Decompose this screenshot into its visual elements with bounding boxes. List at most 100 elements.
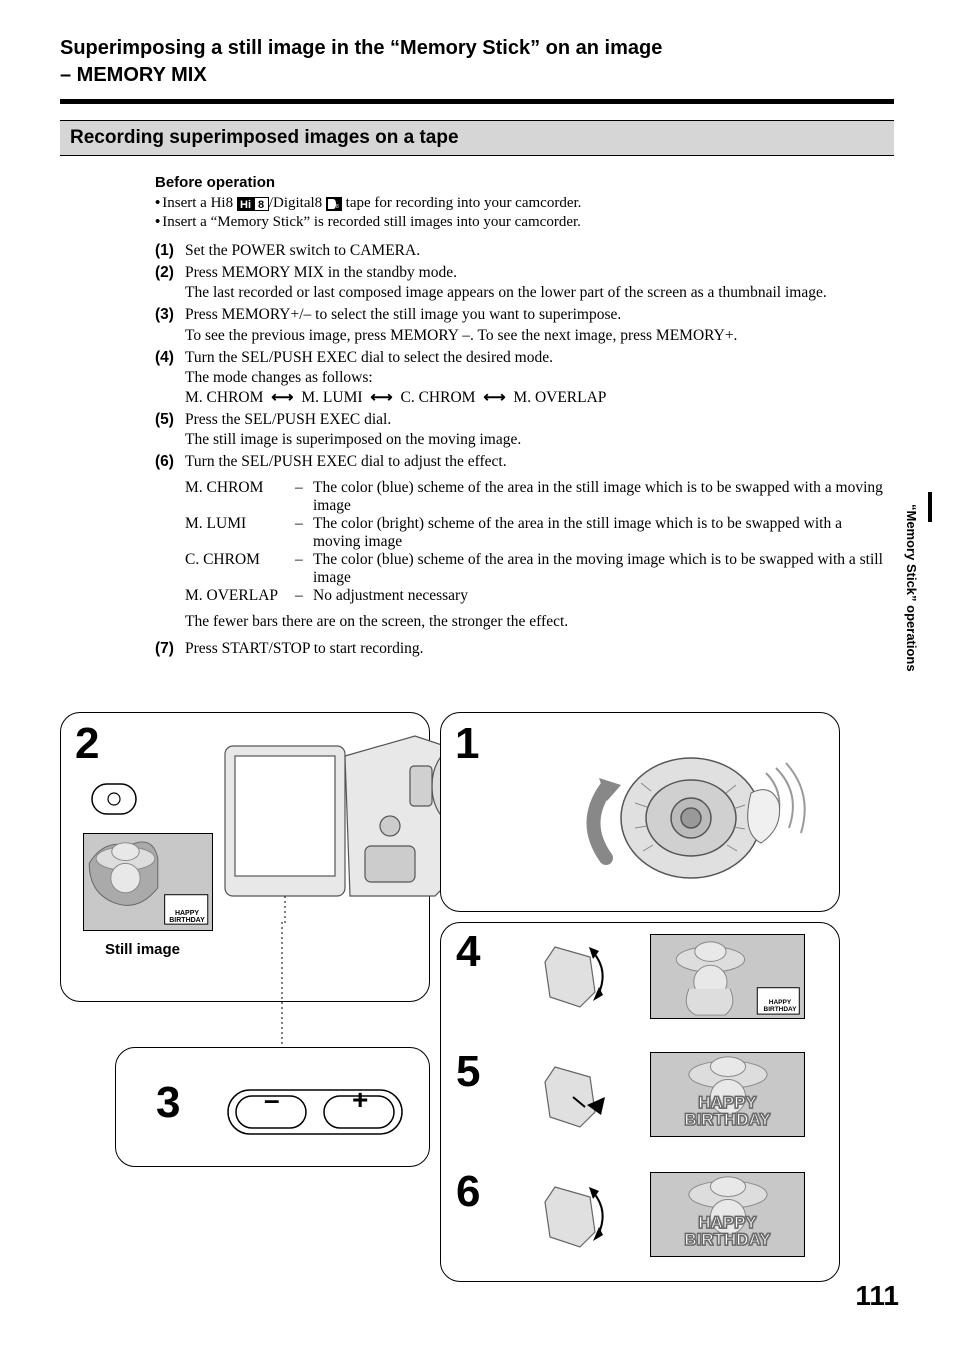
bullet1-post: tape for recording into your camcorder. <box>342 195 582 211</box>
mode-row-moverlap: M. OVERLAP – No adjustment necessary <box>185 587 884 605</box>
panel-5-number: 5 <box>456 1047 480 1097</box>
hb-outline-6: HAPPY BIRTHDAY <box>651 1214 804 1248</box>
page-number: 111 <box>855 1280 899 1312</box>
panel-1: 1 <box>440 712 840 912</box>
fewer-bars-note: The fewer bars there are on the screen, … <box>185 613 884 631</box>
mode-desc-mchrom: The color (blue) scheme of the area in t… <box>313 479 884 515</box>
bullet-2: •Insert a “Memory Stick” is recorded sti… <box>155 214 884 231</box>
step-5-num: (5) <box>155 410 185 450</box>
step-1: (1) Set the POWER switch to CAMERA. <box>155 241 884 261</box>
panel-5-thumbnail: HAPPY BIRTHDAY <box>650 1052 805 1137</box>
hb-birthday-5: BIRTHDAY <box>684 1110 770 1129</box>
mode-row-mlumi: M. LUMI – The color (bright) scheme of t… <box>185 515 884 551</box>
hb-label-2: HAPPY BIRTHDAY <box>166 910 208 924</box>
mode-desc-cchrom: The color (blue) scheme of the area in t… <box>313 551 884 587</box>
step-3: (3) Press MEMORY+/– to select the still … <box>155 305 884 345</box>
panel-6-thumbnail: HAPPY BIRTHDAY <box>650 1172 805 1257</box>
chain-c: C. CHROM <box>401 389 476 406</box>
panel-6-number: 6 <box>456 1167 480 1217</box>
mode-label-mchrom: M. CHROM <box>185 479 295 515</box>
dial-push-icon-5 <box>535 1057 615 1137</box>
dial-turn-icon-6 <box>535 1177 615 1257</box>
step-6-num: (6) <box>155 452 185 472</box>
panel-4-number: 4 <box>456 927 480 977</box>
step-4-line2: The mode changes as follows: <box>185 369 373 386</box>
section-header: Recording superimposed images on a tape <box>60 120 894 156</box>
bullet1-mid: /Digital8 <box>269 195 326 211</box>
step-5: (5) Press the SEL/PUSH EXEC dial. The st… <box>155 410 884 450</box>
dial-turn-icon-4 <box>535 937 615 1017</box>
step-2-line2: The last recorded or last composed image… <box>185 284 827 301</box>
bullet2-text: Insert a “Memory Stick” is recorded stil… <box>162 214 581 230</box>
mode-label-mlumi: M. LUMI <box>185 515 295 551</box>
hb-happy-2: HAPPY <box>175 910 199 917</box>
digital8-icon: 8 <box>326 197 342 211</box>
page-title: Superimposing a still image in the “Memo… <box>60 35 894 89</box>
mode-desc-mlumi: The color (bright) scheme of the area in… <box>313 515 884 551</box>
step-6: (6) Turn the SEL/PUSH EXEC dial to adjus… <box>155 452 884 472</box>
plus-label: + <box>352 1084 368 1116</box>
step-5-line1: Press the SEL/PUSH EXEC dial. <box>185 411 391 428</box>
title-rule <box>60 99 894 104</box>
mode-row-cchrom: C. CHROM – The color (blue) scheme of th… <box>185 551 884 587</box>
step-2-body: Press MEMORY MIX in the standby mode. Th… <box>185 263 884 303</box>
arrow-2: ⟷ <box>366 389 396 406</box>
step-7: (7) Press START/STOP to start recording. <box>155 639 884 659</box>
mode-desc-moverlap: No adjustment necessary <box>313 587 884 605</box>
hb-label-4: HAPPY BIRTHDAY <box>760 1000 800 1013</box>
step-3-body: Press MEMORY+/– to select the still imag… <box>185 305 884 345</box>
mode-dash-4: – <box>295 587 313 605</box>
mode-dash-2: – <box>295 515 313 551</box>
step-4-body: Turn the SEL/PUSH EXEC dial to select th… <box>185 348 884 408</box>
step-7-body: Press START/STOP to start recording. <box>185 639 884 659</box>
step-2-line1: Press MEMORY MIX in the standby mode. <box>185 264 457 281</box>
step-4: (4) Turn the SEL/PUSH EXEC dial to selec… <box>155 348 884 408</box>
minus-label: – <box>264 1084 280 1116</box>
hb-birthday-4: BIRTHDAY <box>764 1006 797 1013</box>
svg-text:8: 8 <box>336 204 339 210</box>
side-tab: “Memory Stick” operations <box>904 500 926 740</box>
connector-line-2to3 <box>280 922 284 1062</box>
panel-1-number: 1 <box>455 719 479 769</box>
chain-d: M. OVERLAP <box>513 389 606 406</box>
mode-row-mchrom: M. CHROM – The color (blue) scheme of th… <box>185 479 884 515</box>
hb-birthday-6: BIRTHDAY <box>684 1230 770 1249</box>
mode-label-moverlap: M. OVERLAP <box>185 587 295 605</box>
step-1-body: Set the POWER switch to CAMERA. <box>185 241 884 261</box>
power-switch-icon <box>551 733 811 893</box>
hb-birthday-2: BIRTHDAY <box>169 917 205 924</box>
memory-mix-button-icon <box>91 783 137 815</box>
panel-2-number: 2 <box>75 719 99 769</box>
mode-definitions: M. CHROM – The color (blue) scheme of th… <box>185 479 884 605</box>
hb-outline-5: HAPPY BIRTHDAY <box>651 1094 804 1128</box>
step-3-line1: Press MEMORY+/– to select the still imag… <box>185 306 621 323</box>
chain-b: M. LUMI <box>301 389 362 406</box>
mode-label-cchrom: C. CHROM <box>185 551 295 587</box>
step-3-line2: To see the previous image, press MEMORY … <box>185 327 737 344</box>
content-block: Before operation •Insert a Hi8 Hi8/Digit… <box>155 174 884 659</box>
step-7-num: (7) <box>155 639 185 659</box>
step-5-body: Press the SEL/PUSH EXEC dial. The still … <box>185 410 884 450</box>
hi8-icon: Hi8 <box>237 197 269 211</box>
step-2-num: (2) <box>155 263 185 303</box>
title-line-2: – MEMORY MIX <box>60 64 207 86</box>
side-tab-bar <box>928 492 932 522</box>
svg-text:Hi: Hi <box>240 199 251 211</box>
memory-plus-minus-icon <box>226 1078 406 1148</box>
side-tab-text: “Memory Stick” operations <box>904 504 919 672</box>
panel-2-thumbnail: HAPPY BIRTHDAY <box>83 833 213 931</box>
step-5-line2: The still image is superimposed on the m… <box>185 431 521 448</box>
step-6-body: Turn the SEL/PUSH EXEC dial to adjust th… <box>185 452 884 472</box>
arrow-3: ⟷ <box>479 389 509 406</box>
mode-dash-1: – <box>295 479 313 515</box>
step-4-num: (4) <box>155 348 185 408</box>
bullet-1: •Insert a Hi8 Hi8/Digital8 8 tape for re… <box>155 195 884 212</box>
step-2: (2) Press MEMORY MIX in the standby mode… <box>155 263 884 303</box>
panel-4-thumbnail: HAPPY BIRTHDAY <box>650 934 805 1019</box>
arrow-1: ⟷ <box>267 389 297 406</box>
step-4-line1: Turn the SEL/PUSH EXEC dial to select th… <box>185 349 553 366</box>
mode-dash-3: – <box>295 551 313 587</box>
step-3-num: (3) <box>155 305 185 345</box>
panel-3-number: 3 <box>156 1078 180 1128</box>
panel-3: 3 – + <box>115 1047 430 1167</box>
